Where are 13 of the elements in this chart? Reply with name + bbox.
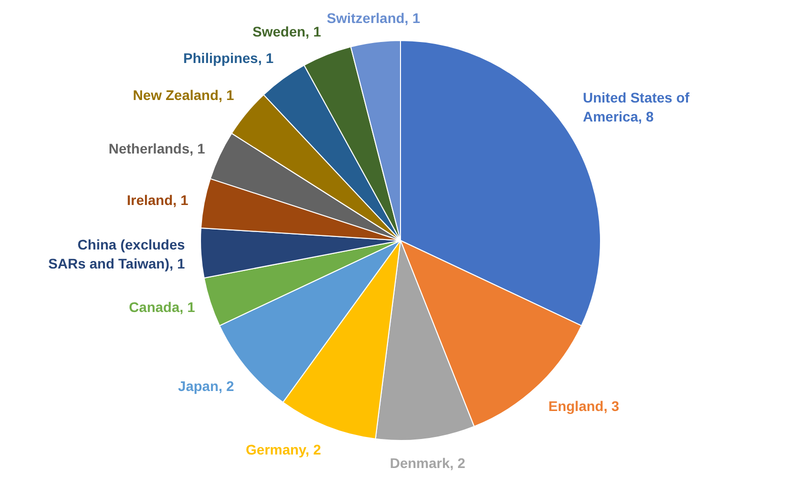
slice-label: Switzerland, 1 <box>326 10 420 26</box>
slice-label: China (excludes SARs and Taiwan), 1 <box>48 236 186 272</box>
slice-label: Philippines, 1 <box>183 50 274 66</box>
slice-label: Germany, 2 <box>246 441 322 458</box>
slice-label: Japan, 2 <box>178 378 234 394</box>
slice-label: Ireland, 1 <box>126 192 189 208</box>
slice-label: England, 3 <box>548 398 620 414</box>
slice-label: Denmark, 2 <box>390 454 466 471</box>
slice-label: Netherlands, 1 <box>108 140 206 157</box>
slice-label: New Zealand, 1 <box>132 86 234 103</box>
slice-label: United States of America, 8 <box>582 90 690 125</box>
slice-label: Sweden, 1 <box>252 24 322 40</box>
slice-label: Canada, 1 <box>128 299 196 316</box>
